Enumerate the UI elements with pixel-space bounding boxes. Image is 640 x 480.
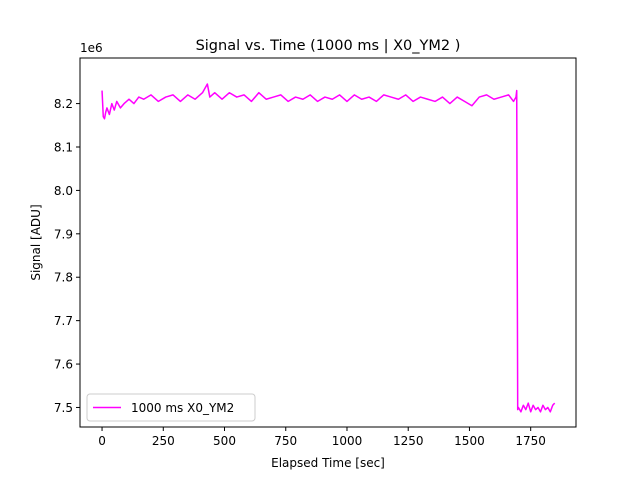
y-tick-label: 8.0 xyxy=(54,184,73,198)
legend: 1000 ms X0_YM2 xyxy=(86,393,256,422)
x-tick-label: 1250 xyxy=(393,434,424,448)
x-tick-label: 1750 xyxy=(515,434,546,448)
x-tick-label: 750 xyxy=(274,434,297,448)
plot-area xyxy=(101,83,556,413)
x-axis-label: Elapsed Time [sec] xyxy=(271,456,385,470)
y-tick-label: 7.6 xyxy=(54,358,73,372)
legend-frame xyxy=(86,393,256,422)
y-offset-label: 1e6 xyxy=(80,41,103,55)
y-tick-label: 8.1 xyxy=(54,140,73,154)
x-tick-label: 1500 xyxy=(454,434,485,448)
x-tick-label: 250 xyxy=(152,434,175,448)
y-tick-label: 7.8 xyxy=(54,271,73,285)
axes-frame xyxy=(79,57,577,428)
y-tick-label: 7.5 xyxy=(54,401,73,415)
y-tick-label: 7.7 xyxy=(54,314,73,328)
x-tick-label: 0 xyxy=(98,434,106,448)
x-tick-label: 1000 xyxy=(332,434,363,448)
y-axis: 7.5 7.6 7.7 7.8 7.9 8.0 8.1 8.2 xyxy=(54,97,80,415)
x-tick-label: 500 xyxy=(213,434,236,448)
chart-title: Signal vs. Time (1000 ms | X0_YM2 ) xyxy=(196,38,461,54)
legend-label: 1000 ms X0_YM2 xyxy=(131,401,234,415)
y-tick-label: 7.9 xyxy=(54,227,73,241)
x-axis: 0 250 500 750 1000 1250 1500 1750 xyxy=(98,427,546,448)
series-line xyxy=(101,83,556,413)
y-tick-label: 8.2 xyxy=(54,97,73,111)
y-axis-label: Signal [ADU] xyxy=(29,204,43,280)
